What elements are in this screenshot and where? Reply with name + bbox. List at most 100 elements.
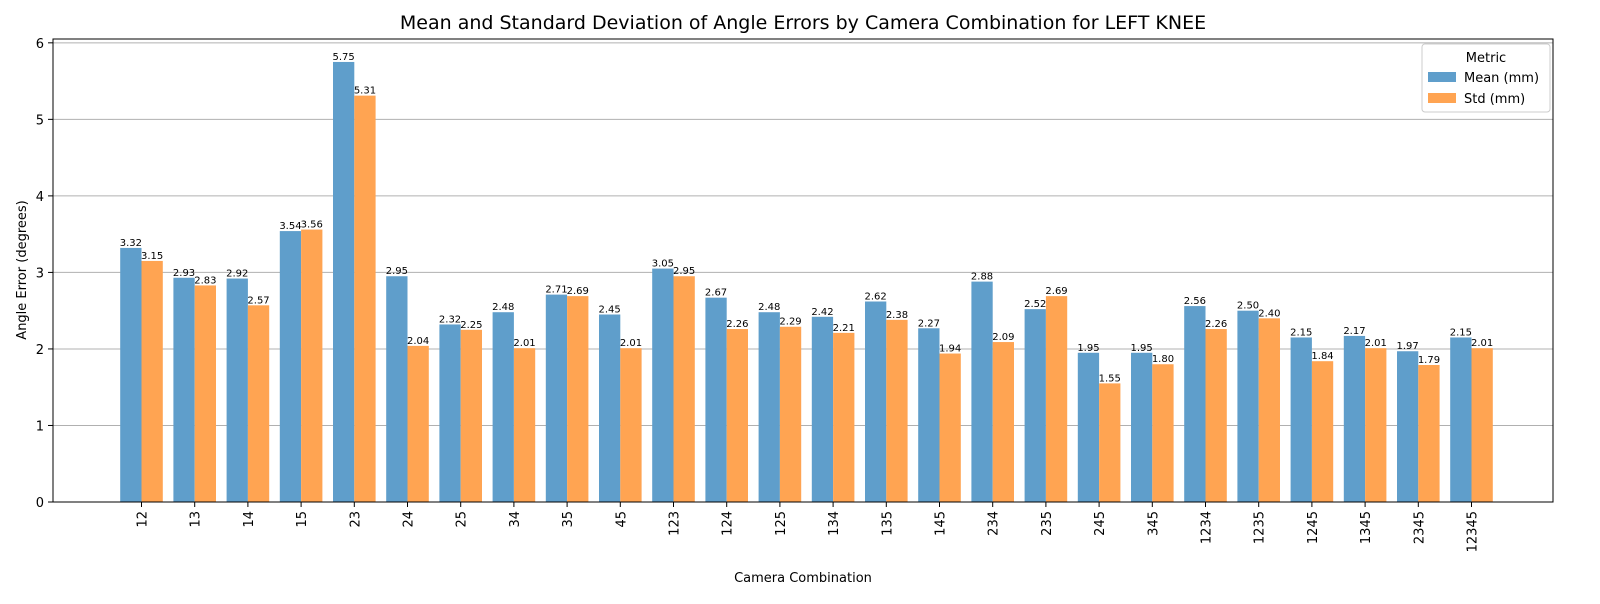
x-tick-label: 1245 bbox=[1306, 511, 1321, 544]
x-tick-label: 34 bbox=[508, 511, 523, 528]
legend-swatch-mean bbox=[1428, 72, 1456, 82]
bar-value-label-mean: 2.95 bbox=[386, 266, 408, 277]
bar-value-label-mean: 2.48 bbox=[492, 302, 514, 313]
bar-value-label-std: 2.69 bbox=[567, 286, 589, 297]
bar-value-label-std: 2.21 bbox=[833, 323, 855, 334]
bar-value-label-mean: 2.62 bbox=[865, 291, 887, 302]
bar-value-label-std: 1.55 bbox=[1099, 373, 1121, 384]
bar-value-label-mean: 3.54 bbox=[279, 221, 301, 232]
bar-std bbox=[992, 342, 1014, 502]
x-tick-label: 15 bbox=[295, 511, 310, 528]
bar-value-label-std: 3.15 bbox=[141, 251, 163, 262]
bar-value-label-mean: 2.42 bbox=[811, 307, 833, 318]
y-tick-label: 3 bbox=[36, 266, 44, 281]
legend-swatch-std bbox=[1428, 93, 1456, 103]
bar-value-label-std: 5.31 bbox=[354, 86, 376, 97]
bar-value-label-mean: 2.71 bbox=[545, 285, 567, 296]
bar-mean bbox=[386, 276, 408, 502]
bar-mean bbox=[226, 278, 248, 502]
x-axis-label: Camera Combination bbox=[734, 571, 872, 586]
bar-value-label-std: 1.80 bbox=[1152, 354, 1174, 365]
y-tick-label: 0 bbox=[36, 496, 44, 511]
x-tick-label: 125 bbox=[774, 511, 789, 536]
y-tick-label: 5 bbox=[36, 113, 44, 128]
bar-value-label-std: 2.01 bbox=[513, 338, 535, 349]
bar-std bbox=[513, 348, 536, 502]
bar-value-label-std: 2.29 bbox=[779, 317, 801, 328]
y-tick-label: 6 bbox=[36, 37, 44, 52]
data-labels: 3.32 3.15 2.932.83 2.92 2.57 3.54 3.56 5.75 5.31… bbox=[120, 52, 1494, 384]
x-tick-label: 345 bbox=[1146, 511, 1161, 536]
bar-mean bbox=[439, 324, 461, 502]
bar-value-label-mean: 2.93 bbox=[173, 268, 195, 279]
bar-value-label-mean: 2.17 bbox=[1343, 326, 1365, 337]
bar-value-label-std: 1.94 bbox=[939, 344, 961, 355]
x-tick-label: 145 bbox=[934, 511, 949, 536]
bar-value-label-std: 2.83 bbox=[194, 275, 216, 286]
x-tick-label: 123 bbox=[668, 511, 683, 536]
bar-value-label-std: 3.56 bbox=[301, 220, 323, 231]
bar-mean bbox=[1450, 337, 1472, 502]
bar-std bbox=[1152, 364, 1174, 502]
x-tick-label: 45 bbox=[614, 511, 629, 528]
bar-mean bbox=[705, 297, 727, 502]
bar-value-label-std: 2.01 bbox=[1365, 338, 1387, 349]
x-tick-label: 235 bbox=[1040, 511, 1055, 536]
bar-mean bbox=[1343, 335, 1366, 502]
bar-value-label-std: 2.57 bbox=[247, 295, 269, 306]
bar-value-label-std: 2.40 bbox=[1258, 308, 1280, 319]
bar-mean bbox=[865, 301, 887, 502]
bar-std bbox=[833, 332, 855, 502]
bar-value-label-std: 2.04 bbox=[407, 336, 429, 347]
x-tick-label: 13 bbox=[189, 511, 204, 528]
bar-value-label-mean: 2.27 bbox=[918, 318, 940, 329]
bar-mean bbox=[1397, 351, 1419, 502]
bar-mean bbox=[545, 294, 568, 502]
bar-value-label-std: 2.01 bbox=[620, 338, 642, 349]
bar-value-label-mean: 5.75 bbox=[333, 52, 355, 63]
legend-title: Metric bbox=[1466, 51, 1506, 66]
bar-std bbox=[194, 285, 216, 502]
bar-value-label-std: 2.38 bbox=[886, 310, 908, 321]
bar-std bbox=[779, 326, 802, 502]
x-tick-label: 23 bbox=[348, 511, 363, 528]
bar-std bbox=[354, 95, 376, 502]
bar-value-label-mean: 2.56 bbox=[1184, 296, 1206, 307]
bar-std bbox=[460, 329, 482, 502]
x-tick-label: 124 bbox=[721, 511, 736, 536]
x-tick-label: 1235 bbox=[1253, 511, 1268, 544]
x-tick-label: 234 bbox=[987, 511, 1002, 536]
bar-mean bbox=[599, 314, 621, 502]
x-tick-label: 24 bbox=[402, 511, 417, 528]
bar-mean bbox=[918, 328, 940, 502]
bar-value-label-mean: 3.05 bbox=[652, 259, 674, 270]
x-tick-label: 1345 bbox=[1359, 511, 1374, 544]
bar-mean bbox=[120, 247, 142, 502]
x-tick-label: 35 bbox=[561, 511, 576, 528]
bar-value-label-std: 2.25 bbox=[460, 320, 482, 331]
bar-value-label-std: 2.95 bbox=[673, 266, 695, 277]
bar-std bbox=[407, 345, 429, 502]
bar-value-label-std: 2.26 bbox=[1205, 319, 1227, 330]
bars bbox=[120, 61, 1493, 503]
bar-value-label-std: 2.69 bbox=[1045, 286, 1067, 297]
bar-std bbox=[1099, 383, 1121, 502]
bar-value-label-std: 1.79 bbox=[1418, 355, 1440, 366]
bar-std bbox=[141, 260, 163, 502]
bar-std bbox=[567, 296, 589, 502]
bar-mean bbox=[1237, 310, 1259, 502]
bar-std bbox=[939, 353, 961, 502]
bar-value-label-std: 1.84 bbox=[1311, 351, 1333, 362]
bar-std bbox=[1365, 348, 1387, 502]
y-tick-label: 1 bbox=[36, 419, 44, 434]
bar-std bbox=[726, 329, 748, 502]
y-axis-label: Angle Error (degrees) bbox=[15, 200, 30, 339]
x-tick-label: 14 bbox=[242, 511, 257, 528]
bar-std bbox=[247, 305, 270, 502]
bar-value-label-mean: 2.92 bbox=[226, 269, 248, 280]
legend-label-std: Std (mm) bbox=[1464, 92, 1525, 107]
bar-value-label-mean: 3.32 bbox=[120, 238, 142, 249]
y-tick-label: 2 bbox=[36, 343, 44, 358]
